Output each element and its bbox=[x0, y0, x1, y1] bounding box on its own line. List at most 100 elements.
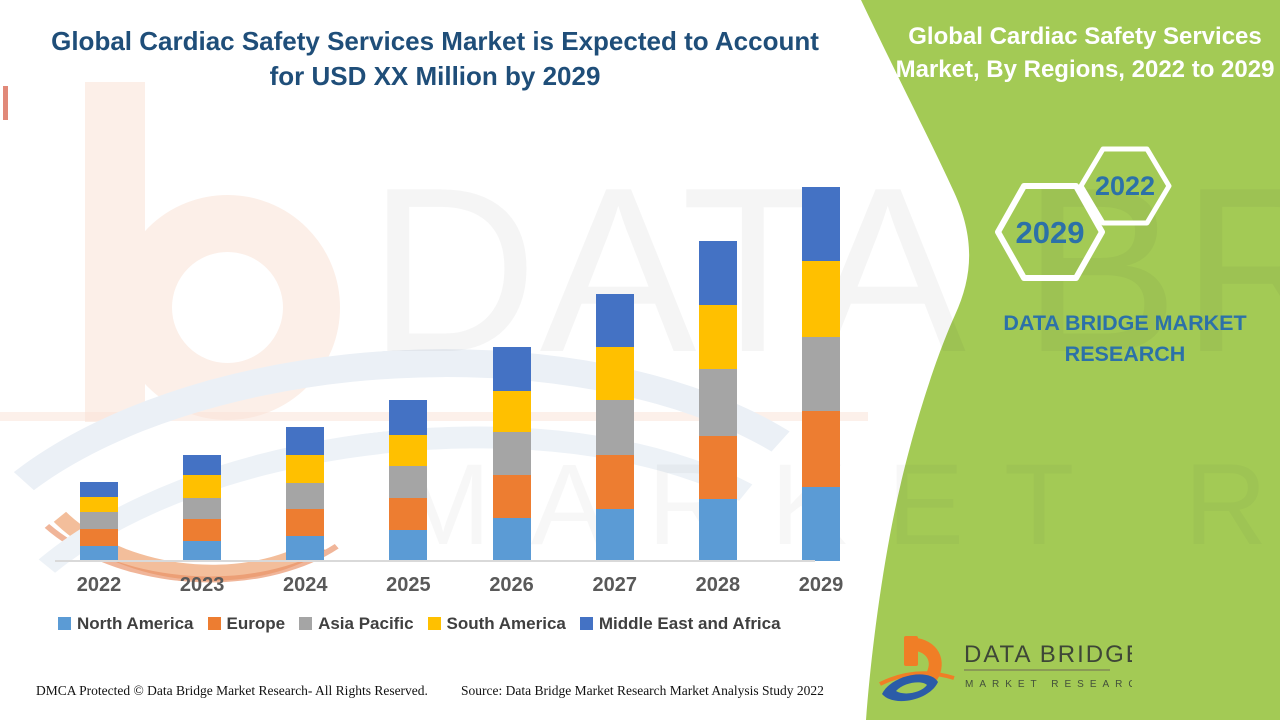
legend-label-asia-pacific: Asia Pacific bbox=[318, 614, 414, 633]
legend-label-europe: Europe bbox=[226, 614, 286, 633]
bar-group-2029: 2029 bbox=[799, 180, 843, 596]
legend-item-middle-east-and-africa: Middle East and Africa bbox=[579, 614, 781, 634]
legend-swatch-south-america bbox=[427, 617, 441, 630]
page-title-line1: Global Cardiac Safety Services Market is… bbox=[51, 26, 819, 56]
x-axis-label-2025: 2025 bbox=[386, 574, 431, 596]
bar-segment-europe bbox=[80, 529, 118, 546]
legend-label-south-america: South America bbox=[446, 614, 566, 633]
bar-segment-asia-pacific bbox=[183, 498, 222, 519]
bar-segment-middle-east-and-africa bbox=[183, 455, 222, 475]
bar-segment-south-america bbox=[595, 347, 634, 400]
legend-item-south-america: South America bbox=[427, 614, 566, 634]
logo-subtitle: MARKET RESEARCH bbox=[965, 679, 1132, 690]
bar-segment-asia-pacific bbox=[801, 337, 840, 411]
bar-segment-europe bbox=[183, 519, 222, 541]
legend-item-north-america: North America bbox=[58, 614, 194, 634]
legend-swatch-asia-pacific bbox=[299, 617, 313, 630]
bar-group-2027: 2027 bbox=[592, 180, 637, 596]
x-axis-line bbox=[55, 560, 815, 562]
hexagon-2029-icon bbox=[995, 183, 1105, 281]
bar-segment-asia-pacific bbox=[492, 432, 531, 475]
side-panel-title: Global Cardiac Safety Services Market, B… bbox=[890, 20, 1280, 86]
company-logo: DATA BRIDGE MARKET RESEARCH bbox=[872, 632, 1149, 712]
bar-group-2025: 2025 bbox=[386, 180, 431, 596]
bar-group-2023: 2023 bbox=[180, 180, 224, 596]
bar-segment-middle-east-and-africa bbox=[389, 400, 428, 435]
bar-stack-2024 bbox=[286, 427, 325, 561]
bar-group-2026: 2026 bbox=[489, 180, 534, 596]
logo-d-swoosh-icon bbox=[882, 674, 938, 702]
bar-segment-asia-pacific bbox=[389, 466, 428, 498]
bar-group-2028: 2028 bbox=[696, 180, 740, 596]
bar-segment-asia-pacific bbox=[595, 400, 634, 455]
bar-segment-north-america bbox=[801, 487, 840, 561]
bar-stack-2023 bbox=[183, 455, 222, 561]
x-axis-label-2026: 2026 bbox=[489, 574, 534, 596]
bar-segment-europe bbox=[595, 455, 634, 509]
legend-item-asia-pacific: Asia Pacific bbox=[299, 614, 414, 634]
legend-item-europe: Europe bbox=[207, 614, 286, 634]
logo-orange-swoosh-icon bbox=[879, 671, 955, 686]
bar-segment-north-america bbox=[389, 530, 428, 561]
logo-name: DATA BRIDGE bbox=[964, 641, 1132, 668]
x-axis-label-2023: 2023 bbox=[179, 574, 225, 596]
side-panel-title-line1: Global Cardiac Safety Services bbox=[908, 23, 1262, 50]
green-panel-shape bbox=[861, 0, 1280, 720]
bar-segment-europe bbox=[801, 411, 840, 487]
hexagon-badges: 2022 2029 bbox=[995, 145, 1195, 285]
bar-segment-middle-east-and-africa bbox=[595, 294, 634, 347]
bar-group-2022: 2022 bbox=[77, 180, 121, 596]
bar-stack-2022 bbox=[80, 482, 118, 561]
bar-segment-middle-east-and-africa bbox=[286, 427, 325, 455]
legend-label-north-america: North America bbox=[77, 614, 194, 633]
brand-text: DATA BRIDGE MARKET RESEARCH bbox=[1003, 311, 1247, 366]
bar-stack-2025 bbox=[389, 400, 428, 561]
bar-segment-middle-east-and-africa bbox=[492, 347, 531, 391]
bar-segment-middle-east-and-africa bbox=[80, 482, 118, 497]
bar-segment-south-america bbox=[698, 305, 737, 369]
bar-chart: 2022 2023 2024 2025 2026 2027 2028 2029 bbox=[55, 180, 867, 596]
bar-segment-north-america bbox=[286, 536, 325, 561]
bar-segment-middle-east-and-africa bbox=[698, 241, 737, 305]
bar-segment-south-america bbox=[80, 497, 118, 512]
hexagon-2022-icon bbox=[1078, 146, 1172, 226]
x-axis-label-2028: 2028 bbox=[695, 574, 741, 596]
bar-segment-north-america bbox=[698, 499, 737, 561]
bar-segment-asia-pacific bbox=[698, 369, 737, 436]
bar-stack-2028 bbox=[698, 241, 737, 561]
bar-segment-north-america bbox=[183, 541, 222, 561]
bar-stack-2026 bbox=[492, 347, 531, 561]
hexagon-2029-label: 2029 bbox=[1016, 215, 1085, 250]
bar-stack-2029 bbox=[801, 187, 840, 561]
bar-segment-south-america bbox=[389, 435, 428, 466]
legend-swatch-middle-east-and-africa bbox=[579, 617, 593, 630]
bar-segment-europe bbox=[389, 498, 428, 530]
bar-stack-2027 bbox=[595, 294, 634, 561]
bar-segment-south-america bbox=[183, 475, 222, 498]
x-axis-label-2029: 2029 bbox=[798, 574, 844, 596]
bar-group-2024: 2024 bbox=[283, 180, 328, 596]
bar-segment-asia-pacific bbox=[286, 483, 325, 509]
x-axis-label-2022: 2022 bbox=[76, 574, 122, 596]
hexagon-2022-label: 2022 bbox=[1095, 171, 1155, 201]
bar-segment-europe bbox=[286, 509, 325, 536]
bar-segment-south-america bbox=[286, 455, 325, 483]
footer-dmca: DMCA Protected © Data Bridge Market Rese… bbox=[36, 683, 428, 698]
bar-segment-europe bbox=[492, 475, 531, 518]
bar-segment-north-america bbox=[80, 546, 118, 561]
footer-source: Source: Data Bridge Market Research Mark… bbox=[461, 683, 824, 698]
bar-segment-south-america bbox=[801, 261, 840, 337]
bar-segment-middle-east-and-africa bbox=[801, 187, 840, 261]
side-panel-title-line2: Market, By Regions, 2022 to 2029 bbox=[895, 56, 1275, 83]
legend-label-middle-east-and-africa: Middle East and Africa bbox=[598, 614, 781, 633]
bar-segment-south-america bbox=[492, 391, 531, 432]
page-title: Global Cardiac Safety Services Market is… bbox=[40, 24, 830, 94]
bar-segment-north-america bbox=[492, 518, 531, 561]
bar-segment-europe bbox=[698, 436, 737, 499]
page-title-line2: for USD XX Million by 2029 bbox=[269, 61, 601, 91]
legend-swatch-europe bbox=[207, 617, 221, 630]
chart-legend: North America Europe Asia Pacific South Ame… bbox=[58, 614, 781, 634]
bar-segment-north-america bbox=[595, 509, 634, 561]
